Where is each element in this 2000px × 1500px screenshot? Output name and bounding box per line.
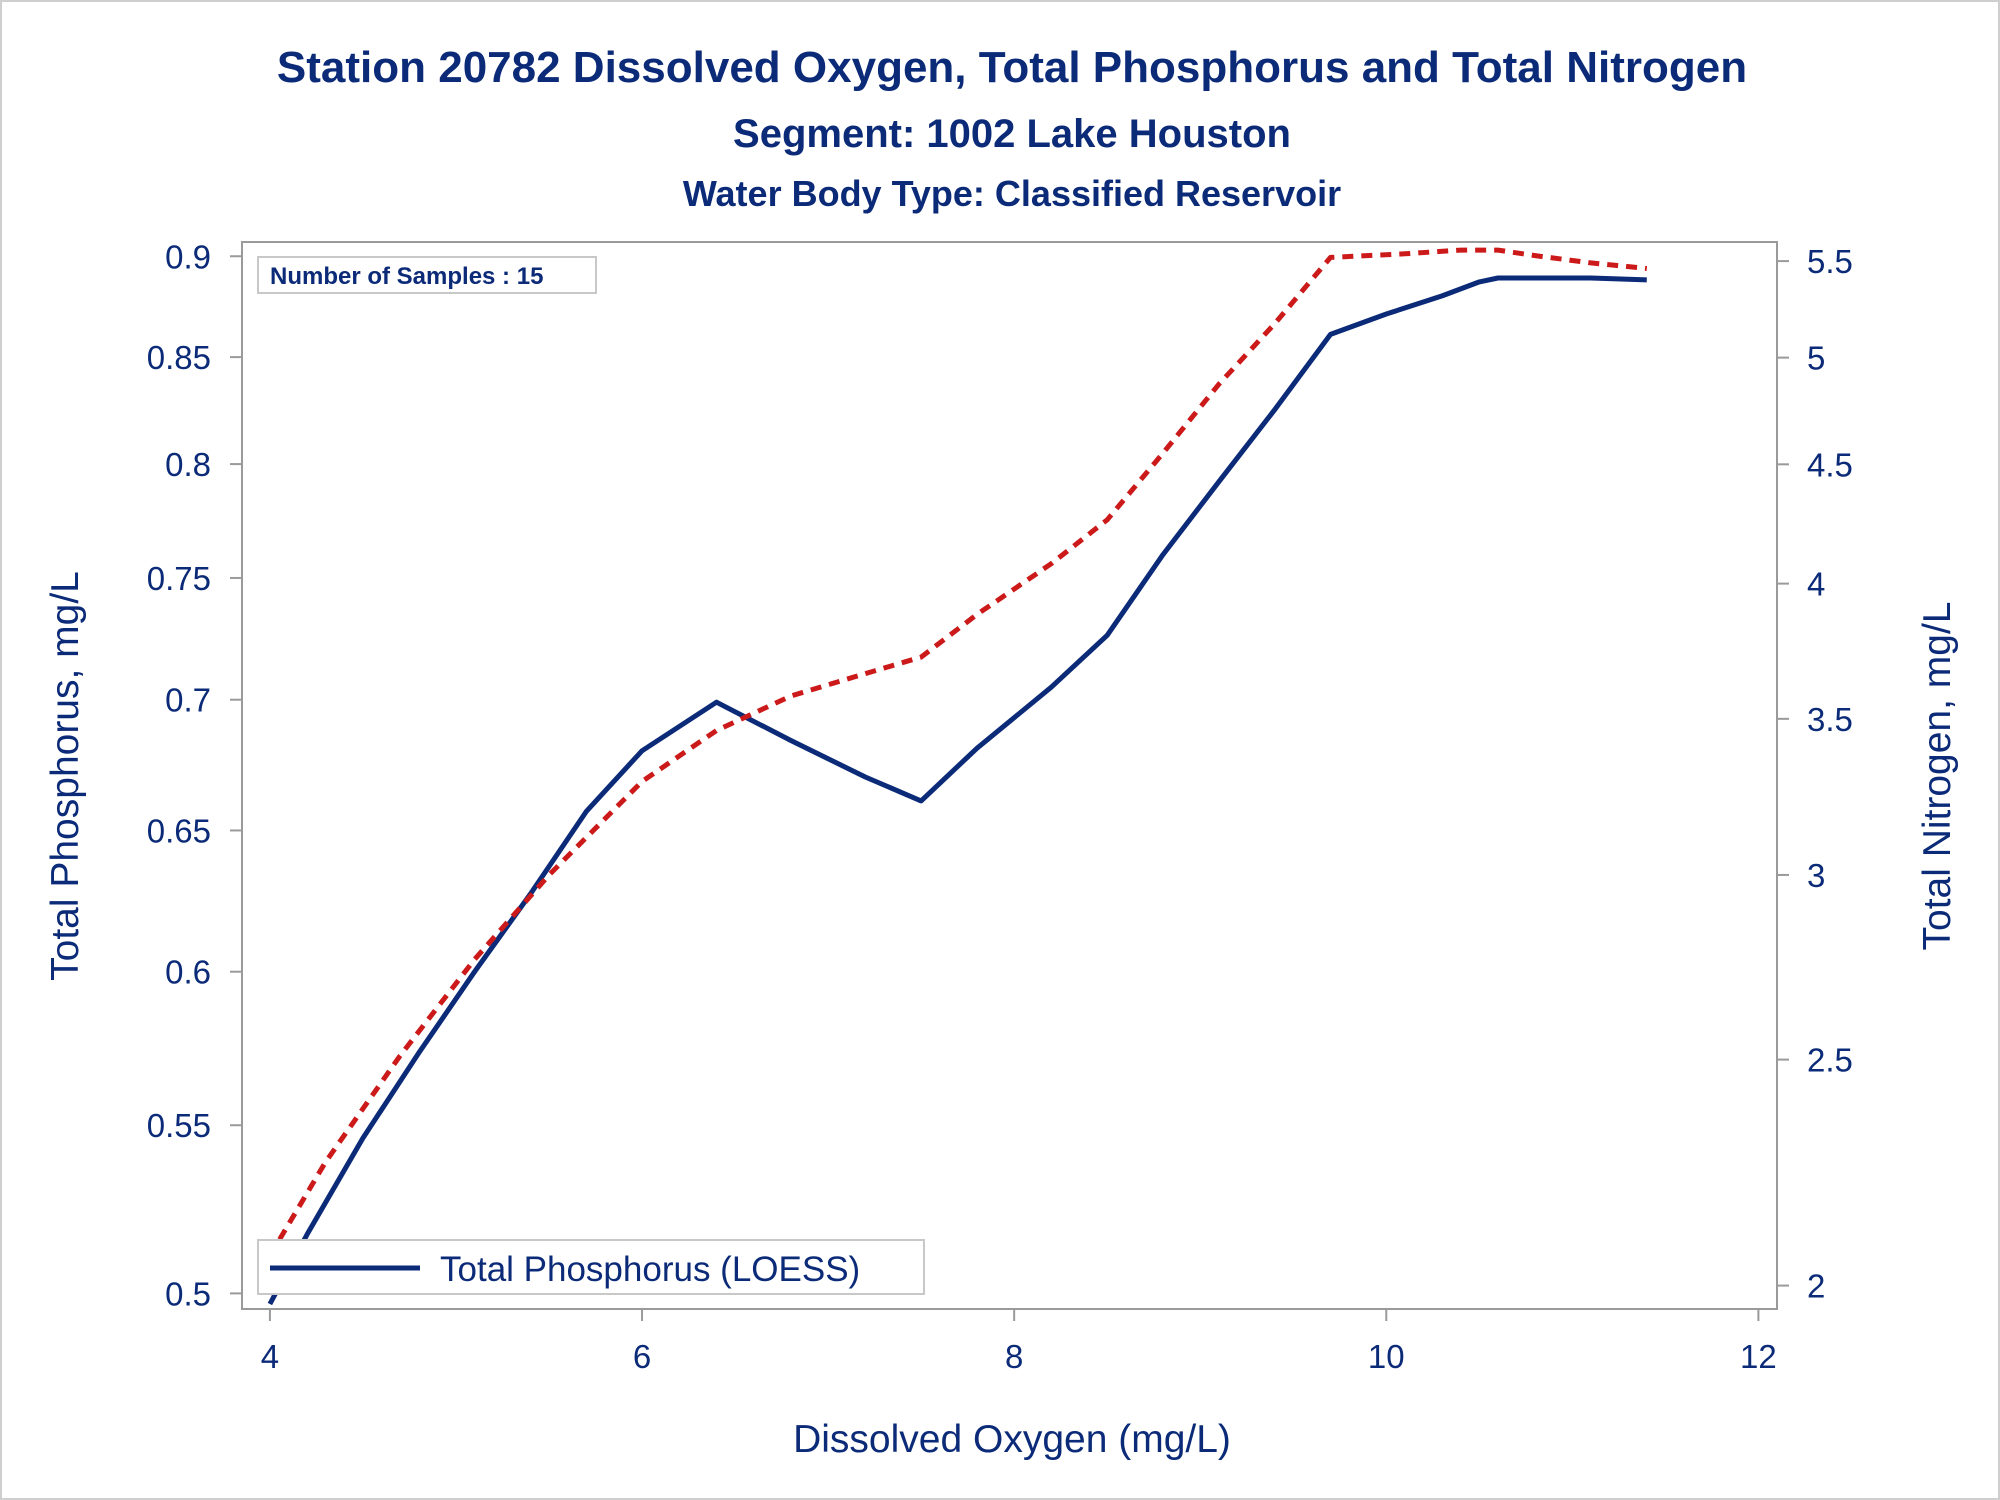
y2-tick-label: 3.5: [1807, 701, 1853, 738]
chart-subtitle: Segment: 1002 Lake Houston: [733, 112, 1291, 156]
chart-subtitle-2: Water Body Type: Classified Reservoir: [683, 173, 1341, 214]
y-tick-label: 0.6: [165, 954, 211, 991]
series-line-total-nitrogen: [267, 247, 1648, 1257]
legend-entry-label: Total Phosphorus (LOESS): [440, 1250, 860, 1289]
y-axis-right: 2 2.5 3 3.5 4 4.5 5 5.5: [1777, 243, 1853, 1305]
x-tick-label: 8: [1005, 1338, 1023, 1375]
series-layer: [267, 247, 1648, 1306]
y2-axis-label: Total Nitrogen, mg/L: [1916, 601, 1959, 950]
y2-tick-label: 4.5: [1807, 446, 1853, 483]
y-axis-label: Total Phosphorus, mg/L: [44, 571, 87, 981]
y-tick-label: 0.8: [165, 446, 211, 483]
plot-area: [241, 241, 1778, 1310]
x-tick-label: 10: [1368, 1338, 1405, 1375]
y-tick-label: 0.85: [147, 339, 211, 376]
y2-tick-label: 5.5: [1807, 243, 1853, 280]
series-line-total-phosphorus: [267, 275, 1647, 1306]
x-axis-label: Dissolved Oxygen (mg/L): [793, 1418, 1231, 1461]
sample-count-box: [257, 256, 597, 294]
y2-tick-label: 5: [1807, 340, 1825, 377]
y2-tick-label: 2: [1807, 1268, 1825, 1305]
y2-tick-label: 3: [1807, 857, 1825, 894]
y-tick-label: 0.5: [165, 1275, 211, 1312]
y-axis-left: 0.5 0.55 0.6 0.65 0.7 0.75 0.8 0.85 0.9: [147, 238, 242, 1312]
chart-title: Station 20782 Dissolved Oxygen, Total Ph…: [277, 43, 1747, 92]
x-tick-label: 4: [261, 1338, 279, 1375]
x-tick-label: 12: [1740, 1338, 1777, 1375]
y-tick-label: 0.75: [147, 560, 211, 597]
y-tick-label: 0.65: [147, 812, 211, 849]
y2-tick-label: 4: [1807, 566, 1825, 603]
y-tick-label: 0.9: [165, 238, 211, 275]
y-tick-label: 0.7: [165, 682, 211, 719]
x-tick-label: 6: [633, 1338, 651, 1375]
x-axis: 4 6 8 10 12: [261, 1309, 1777, 1375]
y-tick-label: 0.55: [147, 1107, 211, 1144]
sample-count-label: Number of Samples : 15: [270, 263, 543, 290]
y2-tick-label: 2.5: [1807, 1042, 1853, 1079]
